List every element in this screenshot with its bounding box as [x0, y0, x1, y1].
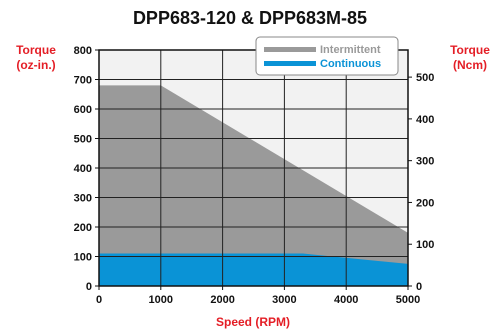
y-tick-label: 500: [74, 134, 92, 146]
plot-area: 0 100 200 300 400 500 600 700 800 0 100 200 300 400 50…: [74, 45, 435, 306]
y2-tick-label: 500: [416, 72, 434, 84]
y-tick-label: 400: [74, 163, 92, 175]
y-tick-label: 700: [74, 75, 92, 87]
x-tick-label: 1000: [149, 294, 173, 306]
x-tick-label: 2000: [210, 294, 234, 306]
legend-swatch-intermittent: [264, 47, 316, 52]
legend-swatch-continuous: [264, 61, 316, 66]
y-tick-label: 0: [86, 281, 92, 293]
y-tick-label: 300: [74, 193, 92, 205]
y2-tick-label: 400: [416, 114, 434, 126]
y-tick-label: 800: [74, 45, 92, 57]
y2-tick-label: 200: [416, 197, 434, 209]
y2-tick-label: 100: [416, 239, 434, 251]
y2-tick-label: 300: [416, 156, 434, 168]
x-tick-label: 0: [96, 294, 102, 306]
y-tick-label: 200: [74, 222, 92, 234]
y-tick-label: 100: [74, 252, 92, 264]
chart-title: DPP683-120 & DPP683M-85: [133, 8, 367, 28]
y-axis-label-line-1: Torque: [16, 43, 56, 57]
area-continuous: [99, 253, 408, 286]
area-intermittent: [99, 85, 408, 287]
y2-axis-label-line-1: Torque: [450, 43, 490, 57]
x-axis-label: Speed (RPM): [216, 315, 290, 329]
x-tick-label: 3000: [272, 294, 296, 306]
legend-label-intermittent: Intermittent: [320, 44, 381, 56]
x-tick-label: 4000: [334, 294, 358, 306]
y2-tick-label: 0: [416, 281, 422, 293]
legend: Intermittent Continuous: [255, 36, 399, 76]
x-tick-label: 5000: [396, 294, 420, 306]
y-axis-label-line-2: (oz-in.): [16, 58, 55, 72]
y-tick-label: 600: [74, 104, 92, 116]
legend-label-continuous: Continuous: [320, 58, 381, 70]
y2-axis-label-line-2: (Ncm): [453, 58, 487, 72]
